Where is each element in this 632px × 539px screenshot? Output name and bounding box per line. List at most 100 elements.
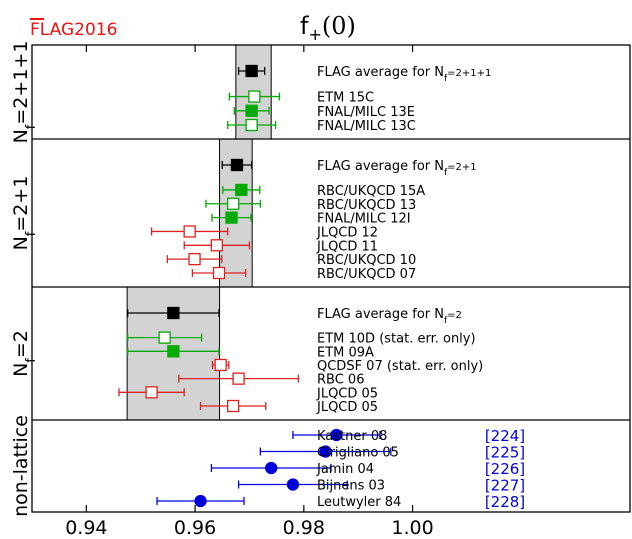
entry-label: QCDSF 07 (stat. err. only) bbox=[317, 359, 483, 374]
entry-label-main: FLAG average for N bbox=[317, 307, 444, 322]
marker-circle bbox=[265, 461, 278, 475]
group-label-main: N bbox=[10, 129, 32, 143]
reference-label: [227] bbox=[485, 477, 525, 495]
entry-label: FLAG average for Nf=2+1+1 bbox=[317, 65, 491, 84]
marker-circle bbox=[194, 494, 207, 508]
data-point: FNAL/MILC 12I bbox=[211, 211, 411, 227]
entry-label: Jamin 04 bbox=[316, 462, 374, 477]
x-tick-label: 1.00 bbox=[391, 517, 433, 539]
chart-title-sub: + bbox=[308, 24, 322, 44]
chart-title: f+(0) bbox=[300, 12, 356, 44]
data-point: RBC/UKQCD 15A bbox=[222, 183, 425, 199]
entry-label: FNAL/MILC 12I bbox=[317, 212, 411, 227]
reference-label: [228] bbox=[485, 493, 525, 511]
entry-label: RBC/UKQCD 07 bbox=[317, 267, 416, 282]
marker-square bbox=[226, 399, 240, 413]
entry-label: FNAL/MILC 13C bbox=[317, 119, 416, 134]
flag-logo-overline bbox=[30, 18, 44, 20]
entry-label: JLQCD 05 bbox=[316, 400, 378, 415]
group-label: Nf=2+1+1 bbox=[10, 41, 39, 144]
entry-label: Cirigliano 05 bbox=[317, 446, 399, 461]
marker-square bbox=[235, 183, 248, 197]
entry-label: ETM 15C bbox=[317, 91, 374, 106]
entry-label: JLQCD 12 bbox=[316, 225, 378, 240]
marker-square bbox=[188, 253, 201, 266]
reference-label: [224] bbox=[485, 427, 525, 445]
entry-label-tail: =2+1 bbox=[447, 162, 476, 173]
data-point: RBC 06 bbox=[178, 372, 364, 388]
reference-label: [226] bbox=[485, 460, 525, 478]
marker-square bbox=[245, 64, 258, 78]
entry-label: JLQCD 11 bbox=[316, 239, 378, 254]
entry-label-tail: =2+1+1 bbox=[447, 68, 491, 79]
entry-label-sub: f bbox=[444, 316, 448, 326]
entry-label: RBC/UKQCD 10 bbox=[317, 253, 416, 268]
entry-label: Kastner 08 bbox=[317, 429, 387, 444]
marker-square bbox=[230, 158, 244, 172]
marker-square bbox=[158, 331, 171, 344]
group-label: Nf=2+1 bbox=[10, 176, 39, 251]
data-point: JLQCD 11 bbox=[183, 239, 378, 254]
x-tick-label: 0.96 bbox=[174, 517, 216, 539]
data-point: Cirigliano 05 [225] bbox=[259, 444, 525, 462]
group-label-tail: =2+1+1 bbox=[10, 41, 32, 125]
x-tick-label: 0.94 bbox=[65, 517, 107, 539]
marker-square bbox=[245, 118, 258, 132]
data-point: FLAG average for Nf=2 bbox=[127, 306, 462, 326]
marker-square bbox=[145, 386, 158, 399]
marker-square bbox=[210, 239, 223, 252]
entry-label: RBC/UKQCD 13 bbox=[317, 198, 416, 213]
marker-square bbox=[226, 197, 240, 210]
marker-square bbox=[225, 211, 238, 224]
reference-label: [225] bbox=[485, 444, 525, 462]
marker-square bbox=[232, 372, 245, 385]
data-point: RBC/UKQCD 13 bbox=[205, 197, 416, 213]
entry-label-sub: f bbox=[444, 168, 448, 178]
marker-circle bbox=[286, 478, 300, 491]
group-label-sub: f bbox=[24, 124, 39, 129]
group-label: Nf=2 bbox=[10, 330, 39, 377]
data-point: FLAG average for Nf=2+1+1 bbox=[237, 64, 491, 84]
data-point: QCDSF 07 (stat. err. only) bbox=[211, 358, 483, 374]
data-point: FLAG average for Nf=2+1 bbox=[221, 158, 477, 178]
data-point: ETM 09A bbox=[127, 345, 374, 360]
group-label-sub: f bbox=[24, 231, 39, 236]
data-point: JLQCD 12 bbox=[150, 225, 378, 240]
group-3: non-lattice Kastner 08 [224] Cirigliano 05 [… bbox=[10, 415, 525, 517]
marker-circle bbox=[319, 445, 332, 458]
marker-square bbox=[248, 90, 261, 103]
flag-logo-text: FLAG2016 bbox=[30, 20, 118, 40]
data-point: Jamin 04 [226] bbox=[210, 460, 525, 478]
group-label-main: N bbox=[10, 236, 32, 250]
entry-label-sub: f bbox=[444, 74, 448, 84]
entry-label-main: FLAG average for N bbox=[317, 65, 444, 80]
x-tick-label: 0.98 bbox=[283, 517, 325, 539]
group-label: non-lattice bbox=[10, 415, 32, 517]
entry-label: JLQCD 05 bbox=[316, 386, 378, 401]
data-point: JLQCD 05 bbox=[199, 399, 378, 415]
entry-label: FNAL/MILC 13E bbox=[317, 105, 415, 120]
plot-frame bbox=[31, 44, 631, 513]
marker-square bbox=[183, 225, 196, 238]
data-point: Bijnens 03 [227] bbox=[237, 477, 525, 495]
chart-title-main: f bbox=[300, 12, 309, 40]
group-label-main: N bbox=[10, 363, 32, 377]
entry-label: FLAG average for Nf=2+1 bbox=[317, 159, 477, 178]
group-label-sub: f bbox=[24, 358, 39, 363]
group-label-tail: =2+1 bbox=[10, 176, 32, 232]
marker-square bbox=[167, 306, 180, 320]
marker-square bbox=[167, 345, 180, 358]
entry-label: FLAG average for Nf=2 bbox=[317, 307, 462, 326]
data-point: FNAL/MILC 13C bbox=[227, 118, 416, 134]
marker-circle bbox=[330, 428, 343, 442]
marker-square bbox=[214, 358, 227, 372]
data-point: ETM 15C bbox=[228, 90, 374, 106]
data-point: Leutwyler 84 [228] bbox=[156, 493, 525, 511]
data-point: RBC/UKQCD 07 bbox=[191, 266, 416, 282]
entry-label: Bijnens 03 bbox=[317, 479, 385, 494]
flag-logo: FLAG2016 bbox=[30, 18, 118, 40]
